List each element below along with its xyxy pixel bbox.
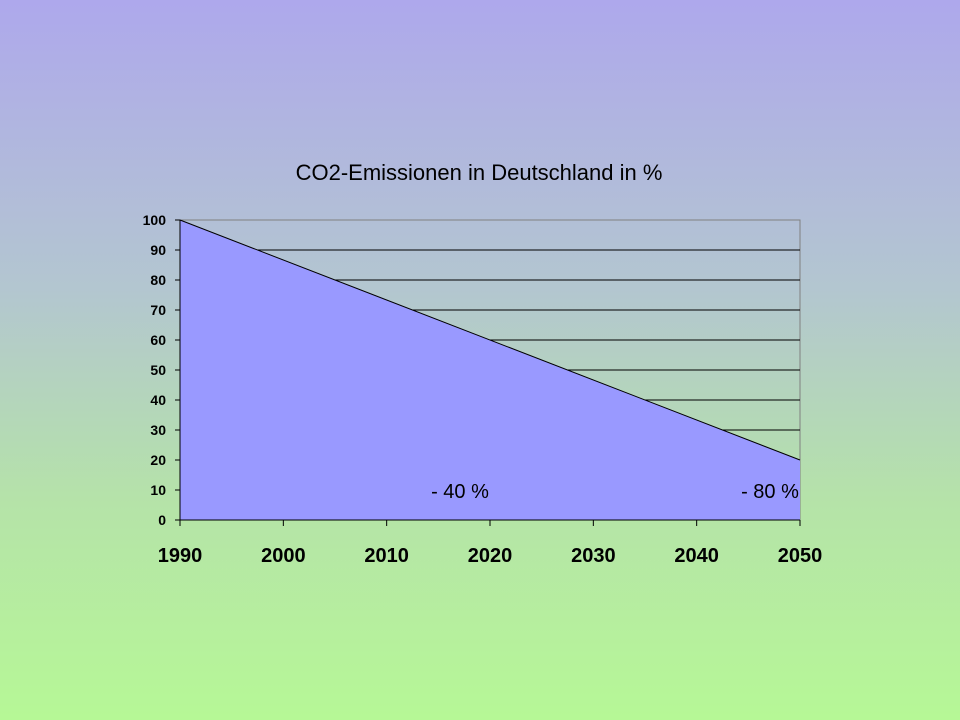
y-tick-label-50: 50 [150, 362, 166, 378]
y-tick-label-10: 10 [150, 482, 166, 498]
x-tick-label-2010: 2010 [364, 545, 409, 567]
area-series-line [179, 219, 801, 461]
annotation-0: - 40 % [431, 481, 489, 503]
x-tick-label-2020: 2020 [468, 545, 513, 567]
x-tick-label-2030: 2030 [571, 545, 616, 567]
area-series [180, 220, 800, 520]
y-tick-label-90: 90 [150, 242, 166, 258]
x-tick-label-2000: 2000 [261, 545, 306, 567]
y-tick-label-40: 40 [150, 392, 166, 408]
annotation-1: - 80 % [741, 481, 799, 503]
y-tick-label-60: 60 [150, 332, 166, 348]
x-tick-label-1990: 1990 [158, 545, 203, 567]
y-tick-label-30: 30 [150, 422, 166, 438]
y-tick-label-20: 20 [150, 452, 166, 468]
y-tick-label-100: 100 [143, 212, 167, 228]
x-tick-label-2040: 2040 [674, 545, 719, 567]
x-tick-label-2050: 2050 [778, 545, 823, 567]
y-tick-label-70: 70 [150, 302, 166, 318]
y-tick-label-80: 80 [150, 272, 166, 288]
y-tick-label-0: 0 [158, 512, 166, 528]
chart-title: CO2-Emissionen in Deutschland in % [296, 160, 663, 185]
